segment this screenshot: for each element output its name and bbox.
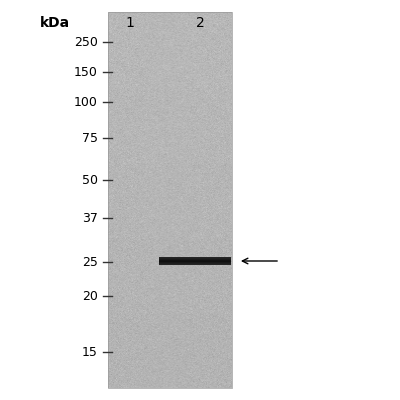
Text: 100: 100 bbox=[74, 96, 98, 108]
Bar bbox=[108, 12, 232, 388]
Text: 1: 1 bbox=[126, 16, 134, 30]
Text: 37: 37 bbox=[82, 212, 98, 224]
Bar bbox=[159, 257, 231, 265]
Text: kDa: kDa bbox=[40, 16, 70, 30]
Text: 150: 150 bbox=[74, 66, 98, 78]
Text: 15: 15 bbox=[82, 346, 98, 358]
Text: 2: 2 bbox=[196, 16, 204, 30]
Text: 50: 50 bbox=[82, 174, 98, 186]
Text: 25: 25 bbox=[82, 256, 98, 268]
Text: 75: 75 bbox=[82, 132, 98, 144]
Text: 20: 20 bbox=[82, 290, 98, 302]
Text: 250: 250 bbox=[74, 36, 98, 48]
